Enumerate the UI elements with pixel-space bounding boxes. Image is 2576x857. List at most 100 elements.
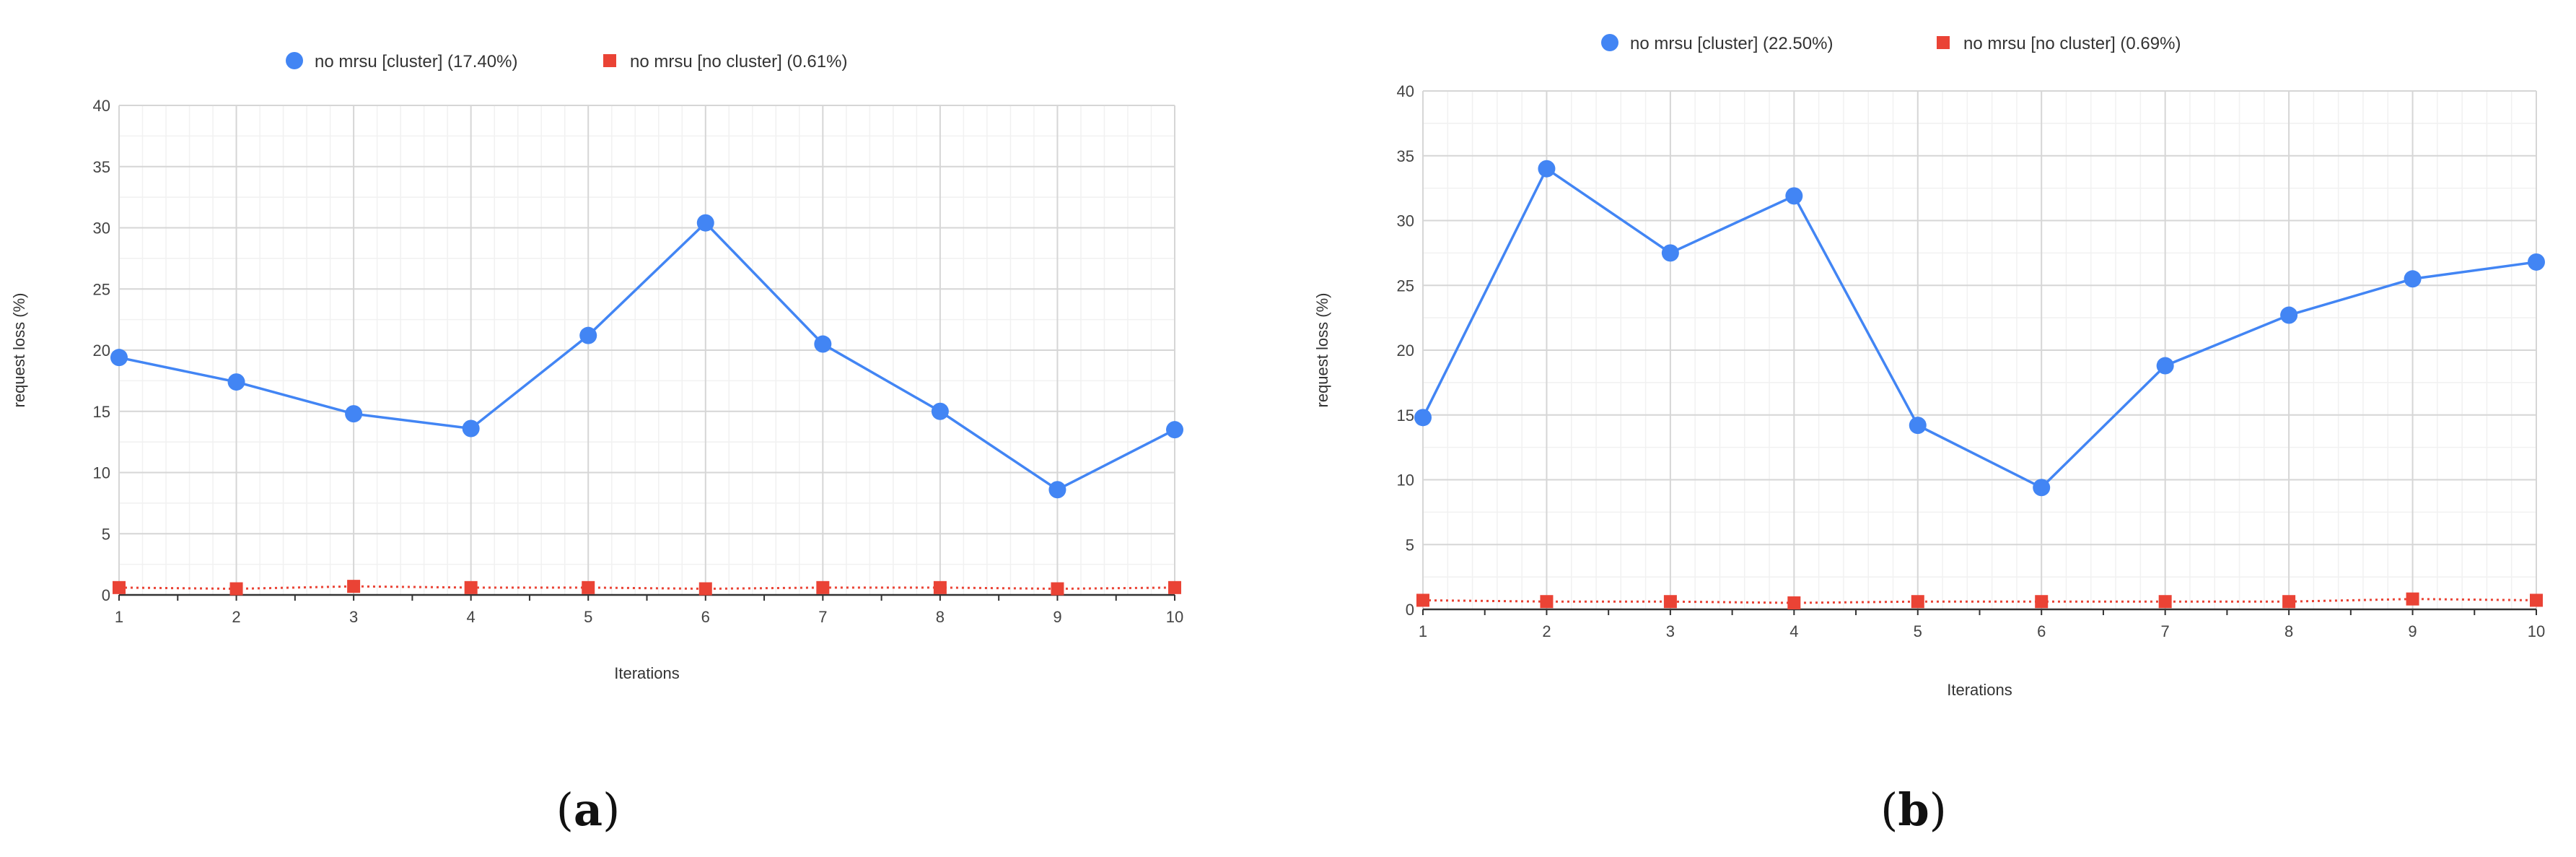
y-tick-label: 5 xyxy=(1406,536,1414,554)
subfigure-caption: (b) xyxy=(1880,783,1947,836)
data-point xyxy=(2528,253,2545,271)
y-tick-label: 0 xyxy=(102,586,110,604)
data-point xyxy=(814,335,832,353)
x-tick-label: 10 xyxy=(2528,622,2545,640)
series-line xyxy=(118,585,1175,591)
data-point xyxy=(1663,595,1677,609)
data-point xyxy=(816,580,830,594)
data-point xyxy=(582,580,595,594)
legend-label: no mrsu [cluster] (22.50%) xyxy=(1630,34,1833,53)
data-point xyxy=(345,405,363,423)
y-tick-label: 10 xyxy=(93,464,110,482)
data-point xyxy=(1168,580,1181,594)
data-point xyxy=(1540,595,1554,609)
x-tick-label: 3 xyxy=(349,608,358,626)
x-tick-label: 1 xyxy=(115,608,123,626)
y-tick-label: 15 xyxy=(93,403,110,421)
subfigure-letter: a xyxy=(574,783,603,836)
data-point xyxy=(1787,596,1801,610)
data-point xyxy=(464,580,478,594)
data-point xyxy=(2404,270,2422,288)
y-tick-label: 5 xyxy=(102,525,110,543)
x-tick-label: 2 xyxy=(232,608,240,626)
series-line xyxy=(1421,167,2537,490)
x-tick-label: 6 xyxy=(701,608,710,626)
x-tick-label: 9 xyxy=(2408,622,2417,640)
x-tick-label: 5 xyxy=(1914,622,1922,640)
x-axis-label: Iterations xyxy=(1947,681,2012,699)
data-point xyxy=(347,580,361,593)
legend-marker xyxy=(1937,36,1950,49)
x-tick-label: 4 xyxy=(1789,622,1798,640)
y-tick-label: 30 xyxy=(93,219,110,238)
data-point xyxy=(2158,595,2172,609)
y-tick-label: 20 xyxy=(1397,342,1414,360)
x-tick-label: 5 xyxy=(584,608,592,626)
data-point xyxy=(2156,357,2174,375)
x-tick-label: 3 xyxy=(1666,622,1675,640)
y-tick-label: 25 xyxy=(1397,277,1414,295)
data-point xyxy=(1051,582,1064,596)
y-tick-label: 30 xyxy=(1397,212,1414,230)
x-tick-label: 2 xyxy=(1542,622,1551,640)
chart-b: 0 5 10 15 20 25 30 35 40 1 2 3 4 5 6 7 8 9 10 no mrsu [clus… xyxy=(1313,34,2545,836)
subfigure-letter: b xyxy=(1898,783,1929,836)
data-point xyxy=(113,580,126,594)
y-tick-label: 15 xyxy=(1397,406,1414,425)
data-point xyxy=(2282,595,2296,609)
y-tick-label: 20 xyxy=(93,342,110,360)
y-tick-label: 40 xyxy=(93,97,110,115)
data-point xyxy=(1538,160,1556,178)
data-point xyxy=(1909,417,1927,435)
x-axis-label: Iterations xyxy=(614,664,680,682)
data-point xyxy=(1048,481,1066,499)
data-point xyxy=(1785,187,1803,205)
data-point xyxy=(579,326,597,344)
series-line xyxy=(1422,598,2537,604)
legend-marker xyxy=(286,52,303,69)
data-point xyxy=(931,402,949,420)
x-tick-label: 8 xyxy=(2284,622,2293,640)
y-tick-label: 35 xyxy=(93,158,110,176)
data-point xyxy=(2530,593,2543,607)
data-point xyxy=(2406,592,2419,606)
data-point xyxy=(229,582,243,596)
data-point xyxy=(462,419,480,438)
y-tick-label: 25 xyxy=(93,280,110,298)
legend-marker xyxy=(1601,34,1618,51)
data-point xyxy=(1911,595,1924,609)
x-tick-label: 8 xyxy=(936,608,945,626)
legend-marker xyxy=(603,54,616,67)
x-tick-label: 9 xyxy=(1053,608,1061,626)
data-point xyxy=(696,214,714,232)
legend-label: no mrsu [cluster] (17.40%) xyxy=(315,52,517,71)
data-point xyxy=(2035,595,2049,609)
y-tick-label: 35 xyxy=(1397,147,1414,165)
y-tick-label: 10 xyxy=(1397,471,1414,490)
legend-label: no mrsu [no cluster] (0.69%) xyxy=(1963,34,2181,53)
data-point xyxy=(1166,421,1183,439)
data-point xyxy=(1416,593,1429,607)
y-tick-label: 0 xyxy=(1406,601,1414,619)
subfigure-caption: (a) xyxy=(556,783,621,836)
x-tick-label: 1 xyxy=(1419,622,1427,640)
chart-a: 0 5 10 15 20 25 30 35 40 1 2 3 4 5 6 7 8 9 10 no mrsu [clus… xyxy=(10,52,1183,836)
data-point xyxy=(933,580,947,594)
data-point xyxy=(698,582,712,596)
x-tick-label: 6 xyxy=(2037,622,2046,640)
data-point xyxy=(227,373,245,391)
legend-label: no mrsu [no cluster] (0.61%) xyxy=(630,52,847,71)
y-axis-label: request loss (%) xyxy=(10,293,28,408)
data-point xyxy=(1661,244,1679,262)
x-tick-label: 4 xyxy=(467,608,476,626)
x-tick-label: 7 xyxy=(2161,622,2170,640)
x-tick-label: 7 xyxy=(818,608,827,626)
data-point xyxy=(1414,409,1432,427)
data-point xyxy=(2280,306,2298,324)
x-tick-label: 10 xyxy=(1166,608,1183,626)
data-point xyxy=(2033,479,2051,497)
y-axis-label: request loss (%) xyxy=(1313,293,1331,408)
series-line xyxy=(118,221,1175,492)
y-tick-label: 40 xyxy=(1397,82,1414,100)
